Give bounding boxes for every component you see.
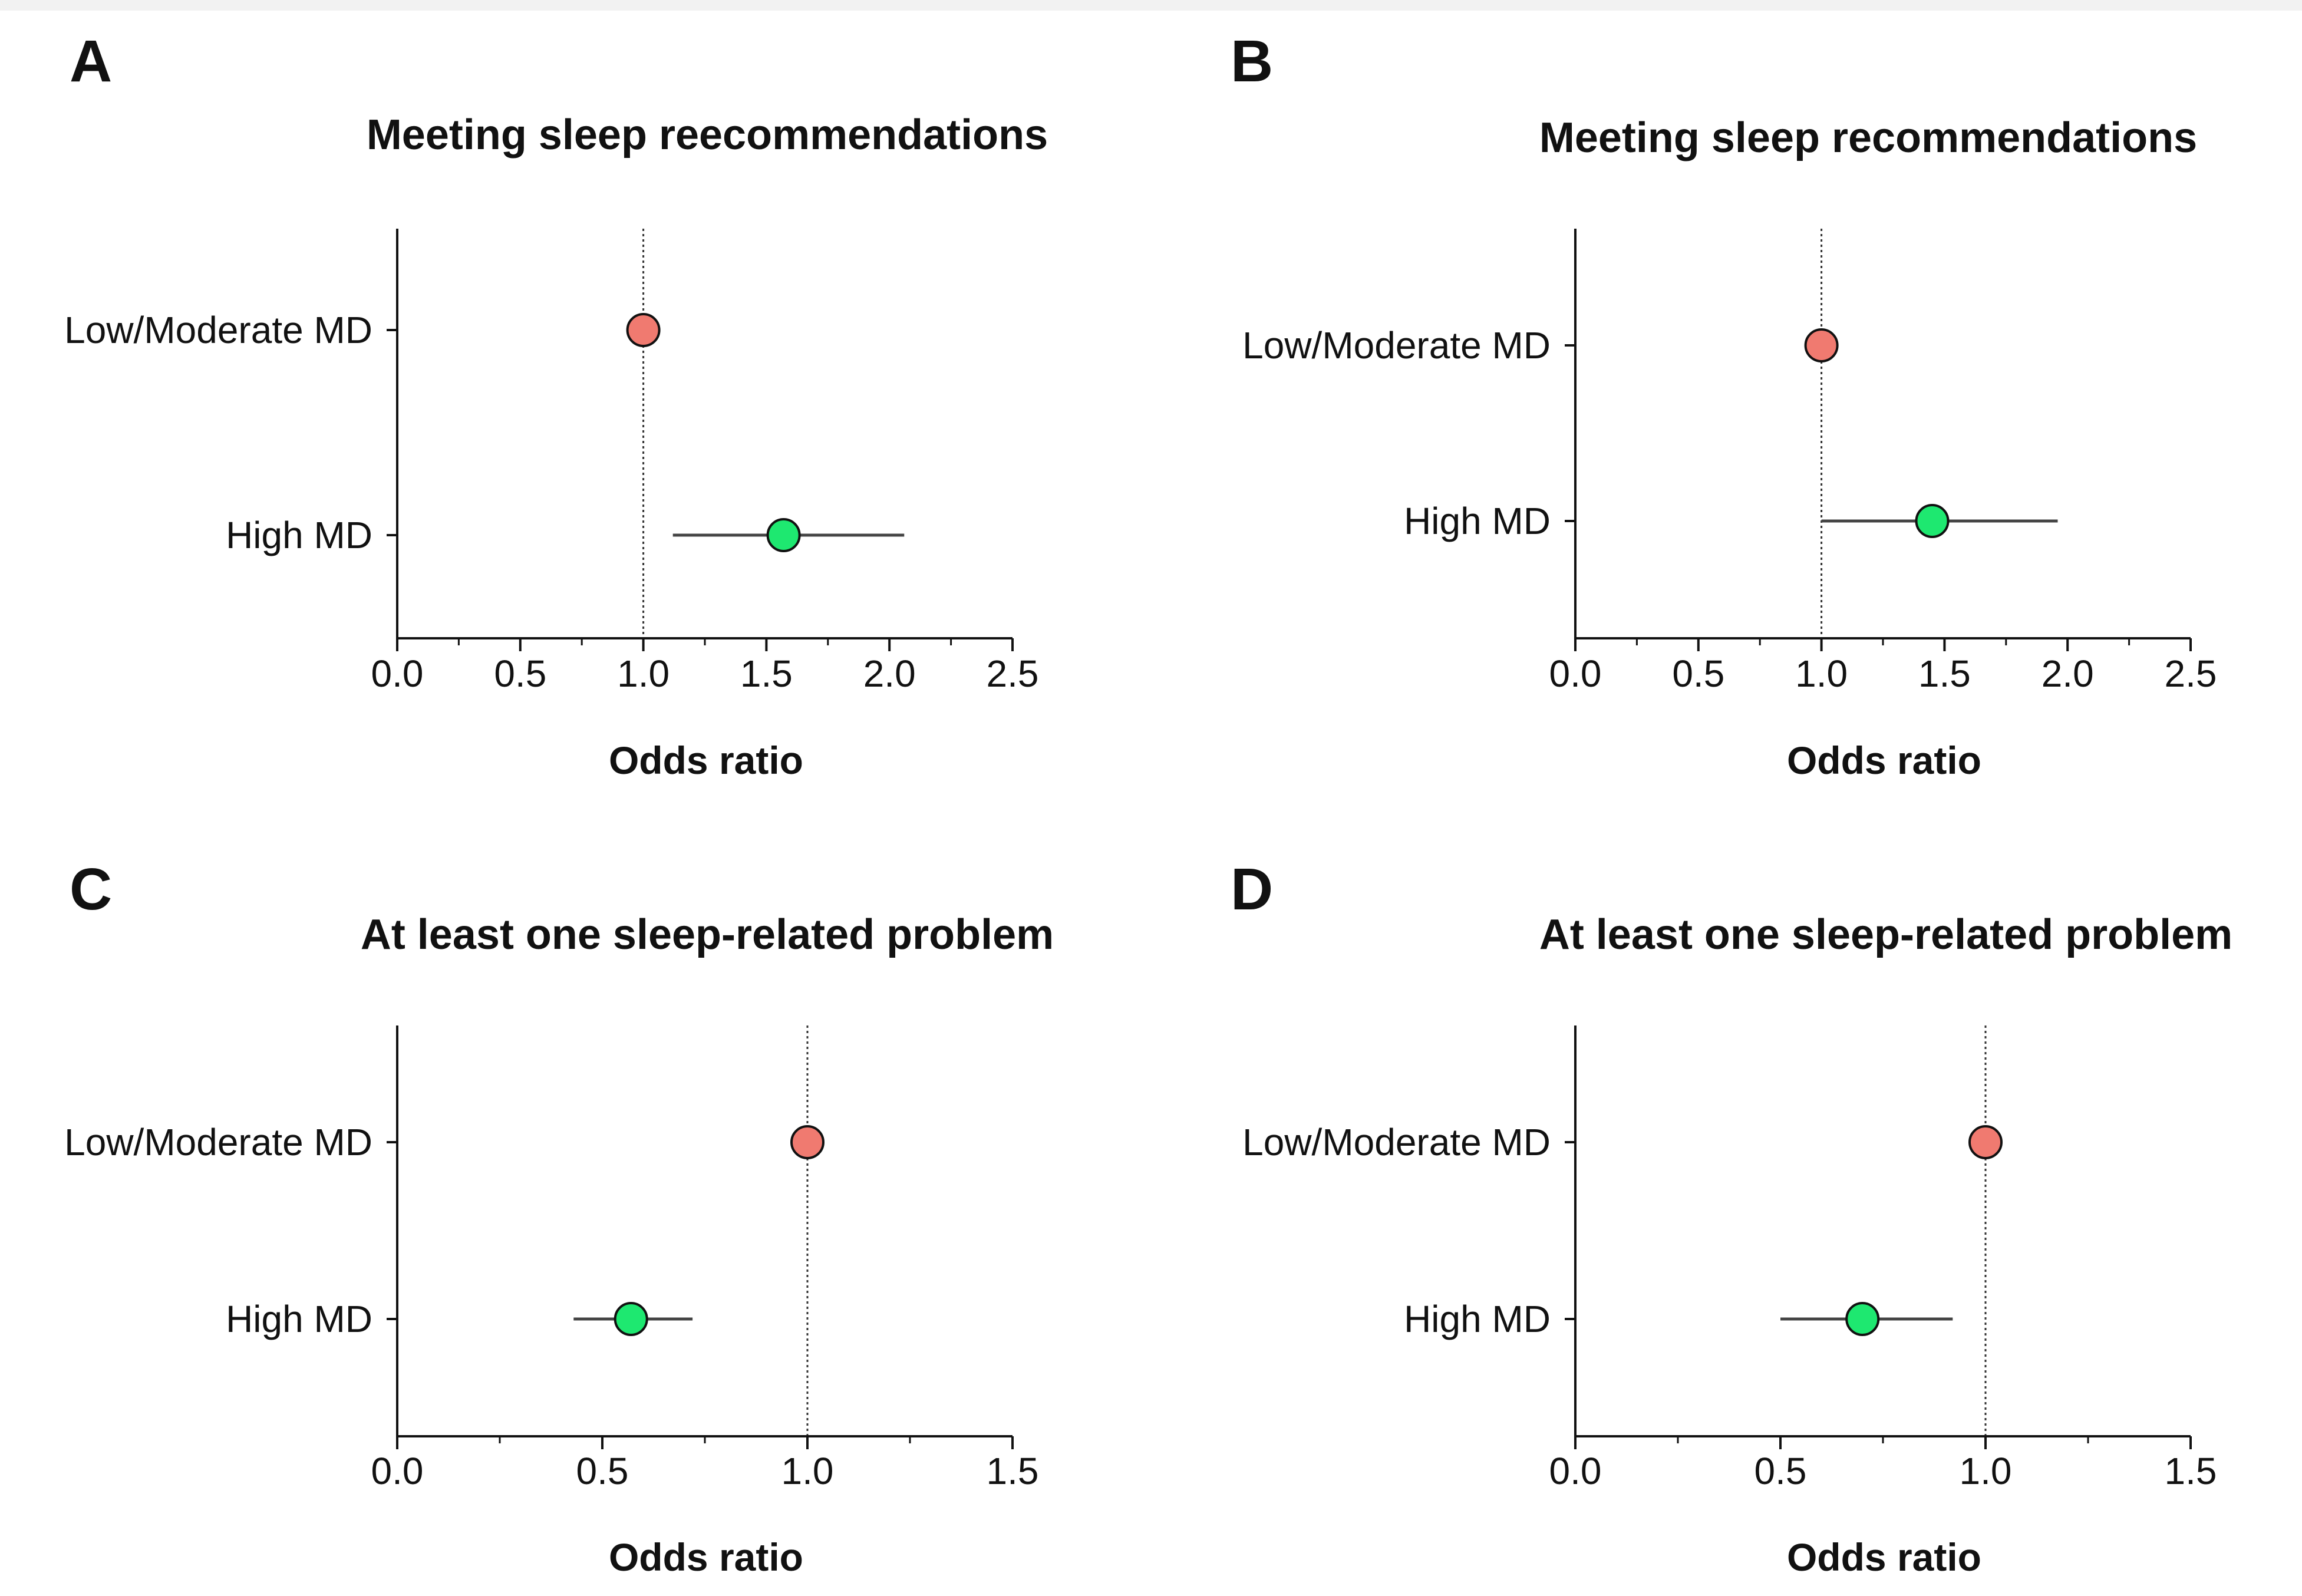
- x-tick-label: 1.0: [617, 652, 670, 695]
- x-axis-title: Odds ratio: [609, 738, 803, 782]
- panel-title: Meeting sleep recommendations: [1539, 114, 2197, 161]
- x-tick-label: 0.5: [1754, 1450, 1807, 1492]
- top-border: [0, 0, 2302, 11]
- y-category-label: High MD: [1404, 500, 1551, 542]
- panel-title: Meeting sleep reecommendations: [367, 111, 1048, 159]
- y-category-label: Low/Moderate MD: [1242, 1121, 1551, 1163]
- panel-d: D At least one sleep-related problem 0.0 0.…: [1231, 856, 2232, 1579]
- point-low-moderate-md: [626, 313, 661, 347]
- panel-a: A Meeting sleep reecommendations 0.0 0.5 1.0…: [64, 28, 1048, 782]
- point-high-md: [1845, 1302, 1880, 1336]
- point-high-md: [614, 1302, 648, 1336]
- x-tick-label: 2.0: [863, 652, 916, 695]
- y-category-label: Low/Moderate MD: [1242, 324, 1551, 367]
- panel-letter: D: [1231, 856, 1273, 922]
- y-category-label: High MD: [226, 1298, 372, 1340]
- x-tick-label: 1.0: [781, 1450, 834, 1492]
- panel-title: At least one sleep-related problem: [1539, 911, 2232, 958]
- panel-letter: A: [70, 28, 112, 94]
- x-tick-label: 1.0: [1960, 1450, 2012, 1492]
- x-tick-label: 0.5: [494, 652, 546, 695]
- x-tick-label: 0.0: [1549, 1450, 1602, 1492]
- x-tick-label: 0.5: [576, 1450, 629, 1492]
- y-category-label: High MD: [226, 514, 372, 556]
- x-tick-label: 1.5: [987, 1450, 1039, 1492]
- x-tick-label: 1.5: [740, 652, 793, 695]
- y-category-label: Low/Moderate MD: [64, 1121, 372, 1163]
- x-tick-label: 2.0: [2042, 652, 2094, 695]
- point-low-moderate-md: [1968, 1125, 2003, 1159]
- x-tick-label: 0.0: [1549, 652, 1602, 695]
- point-low-moderate-md: [790, 1125, 825, 1159]
- point-high-md: [766, 518, 801, 552]
- x-axis-title: Odds ratio: [1787, 738, 1981, 782]
- x-tick-label: 2.5: [2165, 652, 2217, 695]
- x-tick-label: 1.0: [1795, 652, 1848, 695]
- point-high-md: [1915, 504, 1950, 538]
- x-tick-label: 2.5: [987, 652, 1039, 695]
- x-tick-label: 0.5: [1672, 652, 1724, 695]
- panel-letter: C: [70, 856, 112, 922]
- x-axis-title: Odds ratio: [1787, 1535, 1981, 1579]
- x-tick-label: 1.5: [1918, 652, 1971, 695]
- x-tick-label: 0.0: [371, 652, 424, 695]
- panel-c: C At least one sleep-related problem 0.0 0.…: [64, 856, 1054, 1579]
- x-axis-title: Odds ratio: [609, 1535, 803, 1579]
- y-category-label: High MD: [1404, 1298, 1551, 1340]
- y-category-label: Low/Moderate MD: [64, 309, 372, 351]
- panel-title: At least one sleep-related problem: [361, 911, 1054, 958]
- panel-b: B Meeting sleep recommendations 0.0 0.5 1.0 1…: [1231, 28, 2217, 782]
- x-tick-label: 0.0: [371, 1450, 424, 1492]
- x-tick-label: 1.5: [2165, 1450, 2217, 1492]
- point-low-moderate-md: [1804, 328, 1839, 362]
- panel-letter: B: [1231, 28, 1273, 94]
